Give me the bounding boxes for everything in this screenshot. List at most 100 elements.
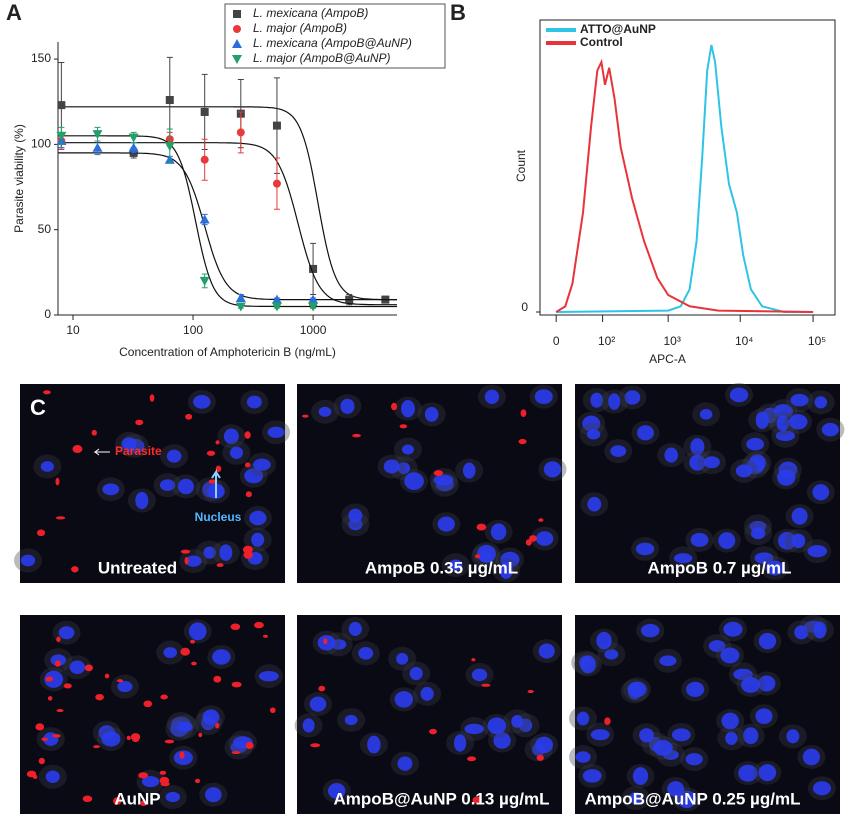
nucleus-blob: [640, 623, 660, 638]
nucleus-blob: [185, 555, 202, 567]
x-tick-label: 100: [183, 323, 203, 337]
nucleus-blob: [685, 753, 703, 766]
nucleus-blob: [253, 458, 271, 471]
nucleus-blob: [188, 622, 207, 641]
nucleus-blob: [788, 414, 808, 430]
nucleus-blob: [484, 389, 500, 404]
nucleus-blob: [791, 533, 806, 549]
nucleus-blob: [340, 398, 355, 414]
parasite-blob: [63, 683, 72, 689]
parasite-blob: [242, 545, 253, 554]
parasite-blob: [71, 566, 79, 573]
nucleus-blob: [205, 787, 222, 803]
nucleus-blob: [733, 668, 753, 681]
nucleus-blob: [639, 728, 654, 743]
nucleus-blob: [487, 717, 506, 735]
parasite-blob: [52, 734, 61, 738]
parasite-blob: [254, 621, 264, 629]
parasite-blob: [190, 639, 196, 644]
micrograph-bg: [20, 384, 285, 583]
micrograph: [575, 382, 845, 583]
nucleus-blob: [610, 445, 627, 458]
nucleus-blob: [743, 727, 759, 745]
x-tick-label: 10⁵: [808, 334, 826, 348]
parasite-blob: [527, 689, 534, 694]
nucleus-blob: [424, 406, 439, 422]
nucleus-blob: [401, 400, 415, 418]
marker: [308, 302, 319, 312]
parasite-blob: [45, 676, 54, 682]
nucleus-blob: [267, 426, 285, 438]
nucleus-blob: [462, 462, 476, 479]
parasite-blob: [323, 638, 328, 645]
nucleus-blob: [219, 544, 233, 561]
parasite-blob: [82, 795, 93, 803]
parasite-blob: [215, 465, 222, 473]
annotation: Nucleus: [195, 510, 242, 524]
nucleus-blob: [689, 454, 706, 471]
nucleus-blob: [420, 686, 434, 701]
parasite-blob: [56, 636, 61, 643]
nucleus-blob: [499, 561, 513, 580]
nucleus-blob: [673, 553, 693, 564]
x-tick-label: 10: [66, 323, 80, 337]
nucleus-blob: [165, 791, 181, 803]
parasite-blob: [215, 722, 220, 729]
nucleus-blob: [635, 542, 655, 556]
nucleus-blob: [735, 464, 753, 478]
nucleus-blob: [536, 531, 554, 546]
nucleus-blob: [45, 770, 60, 783]
marker: [200, 155, 209, 164]
parasite-blob: [35, 723, 45, 731]
nucleus-blob: [814, 396, 828, 409]
parasite-blob: [244, 431, 251, 439]
nucleus-blob: [812, 781, 832, 796]
parasite-blob: [538, 518, 544, 522]
nucleus-blob: [177, 721, 193, 732]
marker: [236, 128, 245, 137]
marker: [128, 142, 139, 152]
nucleus-blob: [327, 783, 346, 799]
marker: [56, 131, 67, 141]
nucleus-blob: [671, 728, 691, 742]
marker: [272, 121, 281, 130]
parasite-blob: [230, 623, 241, 631]
parasite-blob: [213, 675, 222, 683]
parasite-blob: [302, 414, 309, 418]
nucleus-blob: [686, 681, 705, 698]
nucleus-blob: [212, 649, 231, 665]
marker: [309, 264, 318, 273]
legend-label: L. major (AmpoB@AuNP): [253, 51, 391, 65]
parasite-blob: [26, 770, 37, 778]
parasite-blob: [55, 477, 60, 486]
nucleus-blob: [755, 708, 773, 724]
y-tick-label: 100: [31, 137, 51, 151]
parasite-blob: [244, 462, 251, 468]
micrograph-bg: [575, 615, 840, 814]
marker: [271, 302, 282, 312]
marker: [92, 142, 103, 152]
nucleus-blob: [575, 751, 591, 763]
nucleus-blob: [582, 769, 602, 783]
nucleus-blob: [757, 675, 776, 692]
nucleus-blob: [596, 631, 612, 650]
nucleus-blob: [659, 655, 677, 667]
nucleus-blob: [202, 709, 220, 725]
parasite-blob: [93, 745, 100, 749]
nucleus-blob: [629, 792, 643, 804]
annotation-arrow: [93, 448, 110, 456]
parasite-blob: [180, 647, 191, 656]
parasite-blob: [179, 751, 185, 759]
nucleus-blob: [776, 415, 790, 432]
marker: [57, 101, 66, 110]
nucleus-blob: [636, 425, 654, 441]
nucleus-blob: [590, 729, 610, 741]
legend-box: [224, 3, 446, 69]
nucleus-blob: [433, 474, 454, 486]
nucleus-blob: [580, 655, 596, 674]
marker: [92, 130, 103, 140]
parasite-blob: [180, 549, 191, 554]
nucleus-blob: [401, 444, 414, 455]
marker: [128, 133, 139, 143]
